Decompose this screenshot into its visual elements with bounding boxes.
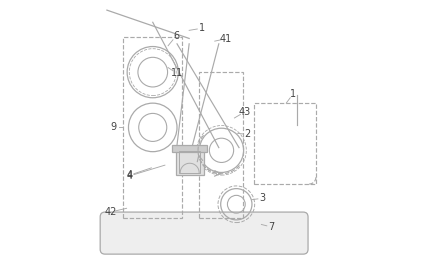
Text: 11: 11	[171, 69, 183, 79]
Text: 9: 9	[111, 122, 117, 133]
Text: 41: 41	[220, 34, 232, 44]
Text: 42: 42	[104, 207, 117, 217]
Text: 1: 1	[199, 23, 205, 33]
Bar	[172, 145, 207, 152]
Text: 4: 4	[126, 172, 132, 182]
FancyBboxPatch shape	[100, 212, 308, 254]
Text: 43: 43	[238, 107, 251, 117]
Bar	[123, 37, 183, 218]
Text: 7: 7	[268, 222, 275, 232]
Text: 6: 6	[173, 31, 179, 41]
Bar	[179, 151, 200, 173]
Text: 4: 4	[126, 170, 132, 180]
Text: 3: 3	[260, 193, 266, 203]
Bar	[254, 103, 316, 184]
Bar	[176, 150, 204, 175]
Text: 1: 1	[290, 89, 296, 99]
Bar	[198, 72, 243, 218]
Text: 2: 2	[244, 130, 250, 139]
